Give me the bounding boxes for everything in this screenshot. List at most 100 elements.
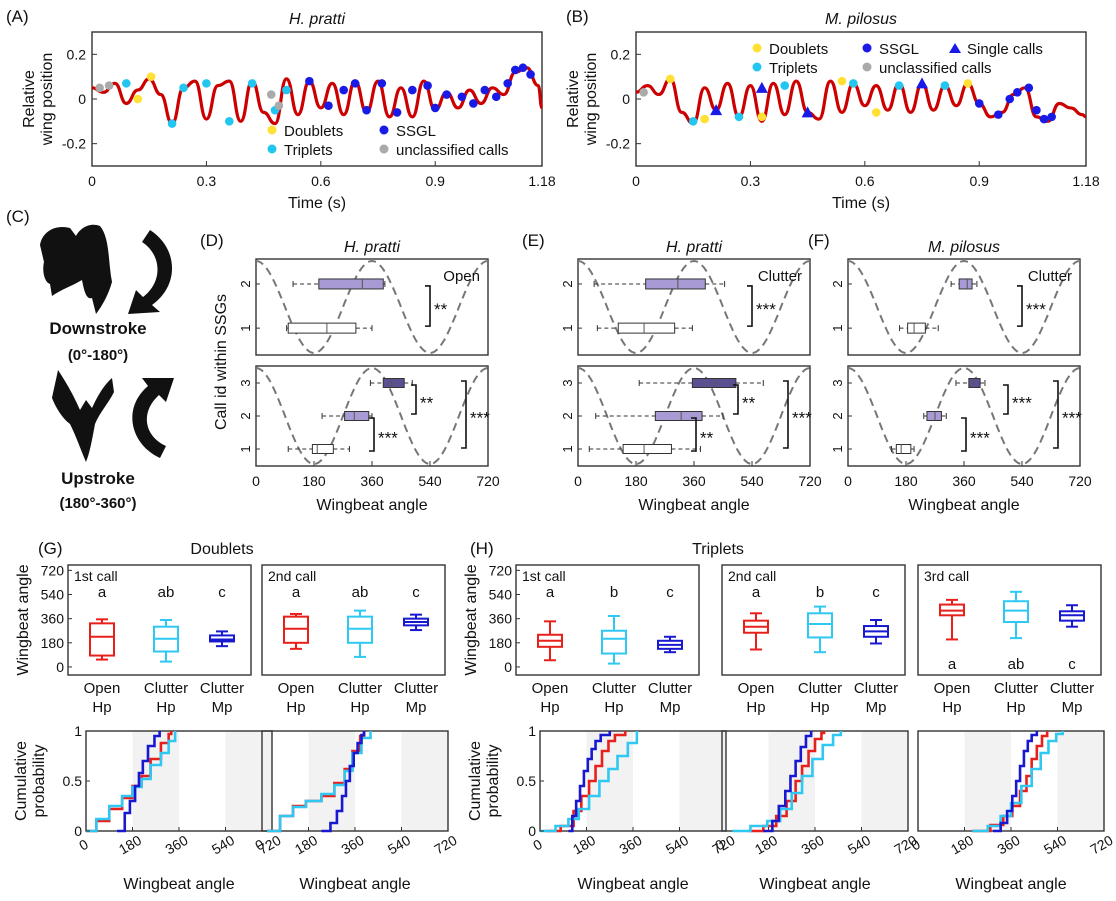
y-axis-label: Wingbeat angle <box>463 564 480 675</box>
subplot-frame <box>67 564 252 676</box>
triplets-point <box>122 79 131 88</box>
category-label-line1: Clutter <box>798 680 842 697</box>
x-tick-label: 360 <box>798 832 826 858</box>
y-axis-label-line1: Relative <box>21 70 38 128</box>
downstroke-bat-icon <box>40 224 112 314</box>
triplets-point <box>734 112 744 122</box>
legend-marker <box>379 144 389 154</box>
significance-bracket-label: ** <box>420 394 434 413</box>
box <box>283 615 309 644</box>
triplets-point <box>849 79 858 88</box>
chart-title: H. pratti <box>344 239 400 256</box>
triplets-point <box>688 117 698 126</box>
ssgl-point <box>423 81 432 90</box>
box-call-1 <box>287 322 357 334</box>
category-label-line1: Open <box>738 680 775 697</box>
doublets-point <box>133 94 143 104</box>
cdf-line-clutter-mp <box>992 731 1039 833</box>
box <box>347 615 373 644</box>
ssgl-point <box>526 70 535 79</box>
x-tick-label: 720 <box>798 473 822 489</box>
significance-letter: ab <box>352 584 369 601</box>
category-label-line1: Clutter <box>592 680 636 697</box>
subplot-label: 2nd call <box>728 568 776 584</box>
single-call-point <box>801 106 814 118</box>
cdf-line-clutter-mp <box>763 731 813 833</box>
shaded-region <box>401 731 448 831</box>
x-axis-label: Time (s) <box>832 195 890 212</box>
significance-bracket-label: ** <box>742 394 756 413</box>
ssgl-point <box>1039 114 1049 124</box>
shaded-region <box>964 731 1011 831</box>
chart-title: H. pratti <box>289 11 345 28</box>
wingbeat-reference-curve <box>847 366 1081 465</box>
trace-plot-A: H. pratti 0 0.3 0.6 0.9 1.18 0.2 0 -0.2 Time (s) R… <box>21 11 556 212</box>
significance-bracket-label: *** <box>470 409 490 428</box>
ssgl-point <box>1005 94 1015 104</box>
x-tick-label: 720 <box>476 473 500 489</box>
box <box>89 622 115 657</box>
x-tick-label: 180 <box>752 832 780 858</box>
legend-entry: SSGL <box>879 41 919 58</box>
ssgl-point <box>480 85 490 95</box>
triplets-point <box>780 81 790 90</box>
subplot-frame <box>917 564 1102 676</box>
doublets-point <box>700 114 709 124</box>
x-axis-label: Wingbeat angle <box>299 876 410 893</box>
category-label-line1: Clutter <box>144 680 188 697</box>
y-tick-label: 2 <box>830 280 845 287</box>
subplot-frame <box>515 564 700 676</box>
x-tick-label: 0.6 <box>855 173 875 189</box>
category-label-line2: Hp <box>942 699 961 716</box>
y-tick-label: 1 <box>238 325 253 332</box>
panel-label-f: (F) <box>808 231 830 250</box>
category-label-line2: Hp <box>350 699 369 716</box>
upstroke-label: Upstroke <box>61 469 135 488</box>
category-label-line2: Mp <box>212 699 233 716</box>
x-axis-label: Wingbeat angle <box>123 876 234 893</box>
legend-marker <box>267 144 277 154</box>
significance-bracket-label: *** <box>378 429 398 448</box>
cdf-line-clutter-hp <box>732 731 843 833</box>
cdf-line-clutter-mp <box>568 731 612 833</box>
x-tick-label: 540 <box>209 832 237 858</box>
box <box>209 634 235 643</box>
ssgl-point <box>392 108 402 117</box>
legend-marker <box>752 62 762 72</box>
x-tick-label: 360 <box>994 832 1022 858</box>
condition-label: Clutter <box>1028 268 1072 285</box>
triplets-point <box>282 85 291 95</box>
cdf-line-clutter-hp <box>267 731 372 833</box>
panel-label-b: (B) <box>566 7 589 26</box>
cdf-line-clutter-hp <box>540 731 639 833</box>
significance-letter: a <box>948 656 957 673</box>
significance-bracket <box>961 417 967 452</box>
y-axis-label-line2: probability <box>31 745 48 818</box>
y-axis-label-line2: probability <box>485 745 502 818</box>
x-tick-label: 540 <box>418 473 442 489</box>
y-tick-label: 0 <box>622 91 630 107</box>
box-call-1 <box>622 444 672 454</box>
x-tick-label: 0.3 <box>741 173 761 189</box>
ssgl-point <box>1047 112 1056 122</box>
ssgl-point <box>457 92 467 102</box>
x-tick-label: 180 <box>624 473 648 489</box>
y-tick-label: -0.2 <box>606 136 630 152</box>
box-call-2 <box>958 278 973 290</box>
doublets-point <box>757 112 767 122</box>
category-label-line1: Open <box>84 680 121 697</box>
significance-bracket-label: *** <box>1026 300 1046 319</box>
significance-bracket-label: ** <box>434 300 448 319</box>
legend-marker <box>752 43 762 53</box>
chart-title: M. pilosus <box>928 239 1000 256</box>
x-axis-label: Wingbeat angle <box>759 876 870 893</box>
y-tick-label: 540 <box>489 587 513 603</box>
wingbeat-reference-curve <box>847 259 1081 354</box>
ssgl-point <box>442 90 451 99</box>
significance-letter: c <box>1068 656 1076 673</box>
subplot-frame <box>255 258 489 356</box>
chart-title: Triplets <box>692 541 744 558</box>
ssgl-point <box>1032 105 1041 115</box>
